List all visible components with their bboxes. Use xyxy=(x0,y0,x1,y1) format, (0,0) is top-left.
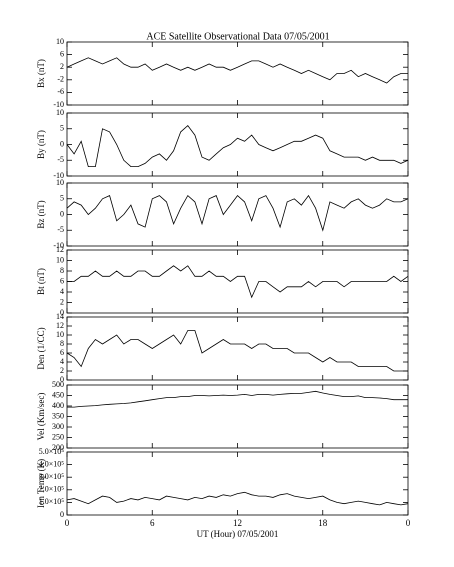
y-tick-label: 10 xyxy=(56,255,64,264)
y-axis-label: Vel (Km/sec) xyxy=(36,393,46,441)
x-tick-label: 18 xyxy=(318,518,328,528)
y-axis-label: By (nT) xyxy=(36,130,46,159)
y-axis-label: Bz (nT) xyxy=(36,200,46,228)
y-tick-label: 2 xyxy=(60,366,64,375)
y-tick-label: 350 xyxy=(52,411,64,420)
x-tick-label: 0 xyxy=(406,518,411,528)
y-tick-label: 0 xyxy=(60,139,64,148)
x-tick-label: 6 xyxy=(150,518,155,528)
y-tick-label: 5 xyxy=(60,124,64,133)
data-line xyxy=(66,125,409,167)
y-tick-label: 12 xyxy=(56,321,64,330)
y-tick-label: 8 xyxy=(60,339,64,348)
y-tick-label: 2 xyxy=(60,62,64,71)
y-tick-label: 0 xyxy=(60,375,64,384)
y-tick-label: 3.0×10⁵ xyxy=(39,472,65,481)
y-tick-label: 0 xyxy=(60,510,64,519)
y-axis-label: Den (1/CC) xyxy=(36,327,46,369)
y-tick-label: 5 xyxy=(60,194,64,203)
y-tick-label: 14 xyxy=(56,312,64,321)
data-line xyxy=(66,491,409,506)
y-tick-label: 6 xyxy=(60,49,64,58)
y-tick-label: -5 xyxy=(57,225,64,234)
y-tick-label: 10 xyxy=(56,178,64,187)
x-axis-label: UT (Hour) 07/05/2001 xyxy=(197,529,279,539)
y-tick-label: 8 xyxy=(60,266,64,275)
y-tick-label: -10 xyxy=(53,100,64,109)
y-tick-label: 10 xyxy=(56,108,64,117)
y-tick-label: 10 xyxy=(56,37,64,46)
y-tick-label: 450 xyxy=(52,390,64,399)
y-tick-label: 400 xyxy=(52,401,64,410)
data-line xyxy=(66,194,409,232)
chart-title: ACE Satellite Observational Data 07/05/2… xyxy=(146,31,329,42)
y-axis-label: Bt (nT) xyxy=(36,268,46,295)
y-axis-label: Ion Temp (K) xyxy=(36,459,46,508)
y-tick-label: 2.0×10⁵ xyxy=(39,485,65,494)
y-tick-label: 300 xyxy=(52,422,64,431)
y-tick-label: -5 xyxy=(57,155,64,164)
y-tick-label: 4.0×10⁵ xyxy=(39,459,65,468)
x-tick-label: 0 xyxy=(65,518,70,528)
y-tick-label: 6 xyxy=(60,348,64,357)
y-axis-label: Bx (nT) xyxy=(36,59,46,88)
y-tick-label: 0 xyxy=(60,209,64,218)
y-tick-label: -10 xyxy=(53,241,64,250)
y-tick-label: 0 xyxy=(60,308,64,317)
y-tick-label: -6 xyxy=(57,87,64,96)
y-tick-label: 250 xyxy=(52,432,64,441)
y-tick-label: -2 xyxy=(57,75,64,84)
y-tick-label: 1.0×10⁵ xyxy=(39,497,65,506)
data-line xyxy=(66,330,408,372)
y-tick-label: 6 xyxy=(60,276,64,285)
y-tick-label: 2 xyxy=(60,297,64,306)
y-tick-label: 500 xyxy=(52,380,64,389)
y-tick-label: 10 xyxy=(56,330,64,339)
y-tick-label: 4 xyxy=(60,287,64,296)
data-line xyxy=(67,390,408,408)
data-line xyxy=(66,57,408,84)
y-tick-label: 200 xyxy=(52,443,64,452)
y-tick-label: 12 xyxy=(56,245,64,254)
y-tick-label: 5.0×10⁵ xyxy=(39,447,65,456)
x-tick-label: 12 xyxy=(233,518,242,528)
data-line xyxy=(67,265,409,299)
y-tick-label: 4 xyxy=(60,357,64,366)
y-tick-label: -10 xyxy=(53,171,64,180)
